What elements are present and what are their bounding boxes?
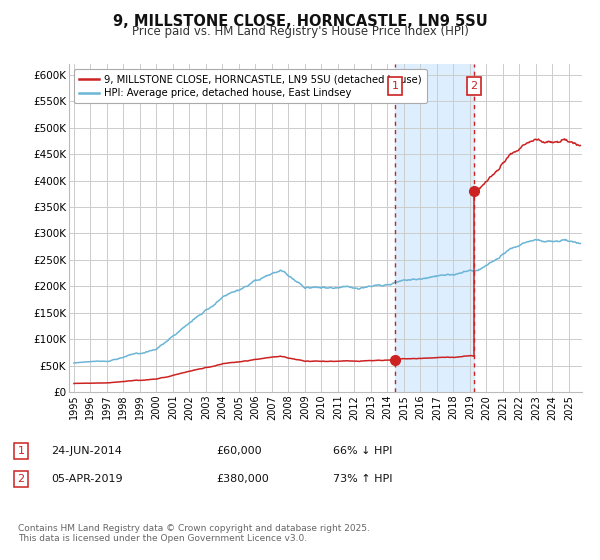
Legend: 9, MILLSTONE CLOSE, HORNCASTLE, LN9 5SU (detached house), HPI: Average price, de: 9, MILLSTONE CLOSE, HORNCASTLE, LN9 5SU … <box>74 69 427 104</box>
Text: £60,000: £60,000 <box>216 446 262 456</box>
Text: Contains HM Land Registry data © Crown copyright and database right 2025.
This d: Contains HM Land Registry data © Crown c… <box>18 524 370 543</box>
Text: 66% ↓ HPI: 66% ↓ HPI <box>333 446 392 456</box>
Bar <box>395 64 474 392</box>
Text: 1: 1 <box>17 446 25 456</box>
Text: 73% ↑ HPI: 73% ↑ HPI <box>333 474 392 484</box>
Text: 2: 2 <box>17 474 25 484</box>
Text: 2: 2 <box>470 81 478 91</box>
Text: £380,000: £380,000 <box>216 474 269 484</box>
Text: 05-APR-2019: 05-APR-2019 <box>51 474 122 484</box>
Text: 1: 1 <box>392 81 398 91</box>
Text: Price paid vs. HM Land Registry's House Price Index (HPI): Price paid vs. HM Land Registry's House … <box>131 25 469 38</box>
Text: 9, MILLSTONE CLOSE, HORNCASTLE, LN9 5SU: 9, MILLSTONE CLOSE, HORNCASTLE, LN9 5SU <box>113 14 487 29</box>
Text: 24-JUN-2014: 24-JUN-2014 <box>51 446 122 456</box>
